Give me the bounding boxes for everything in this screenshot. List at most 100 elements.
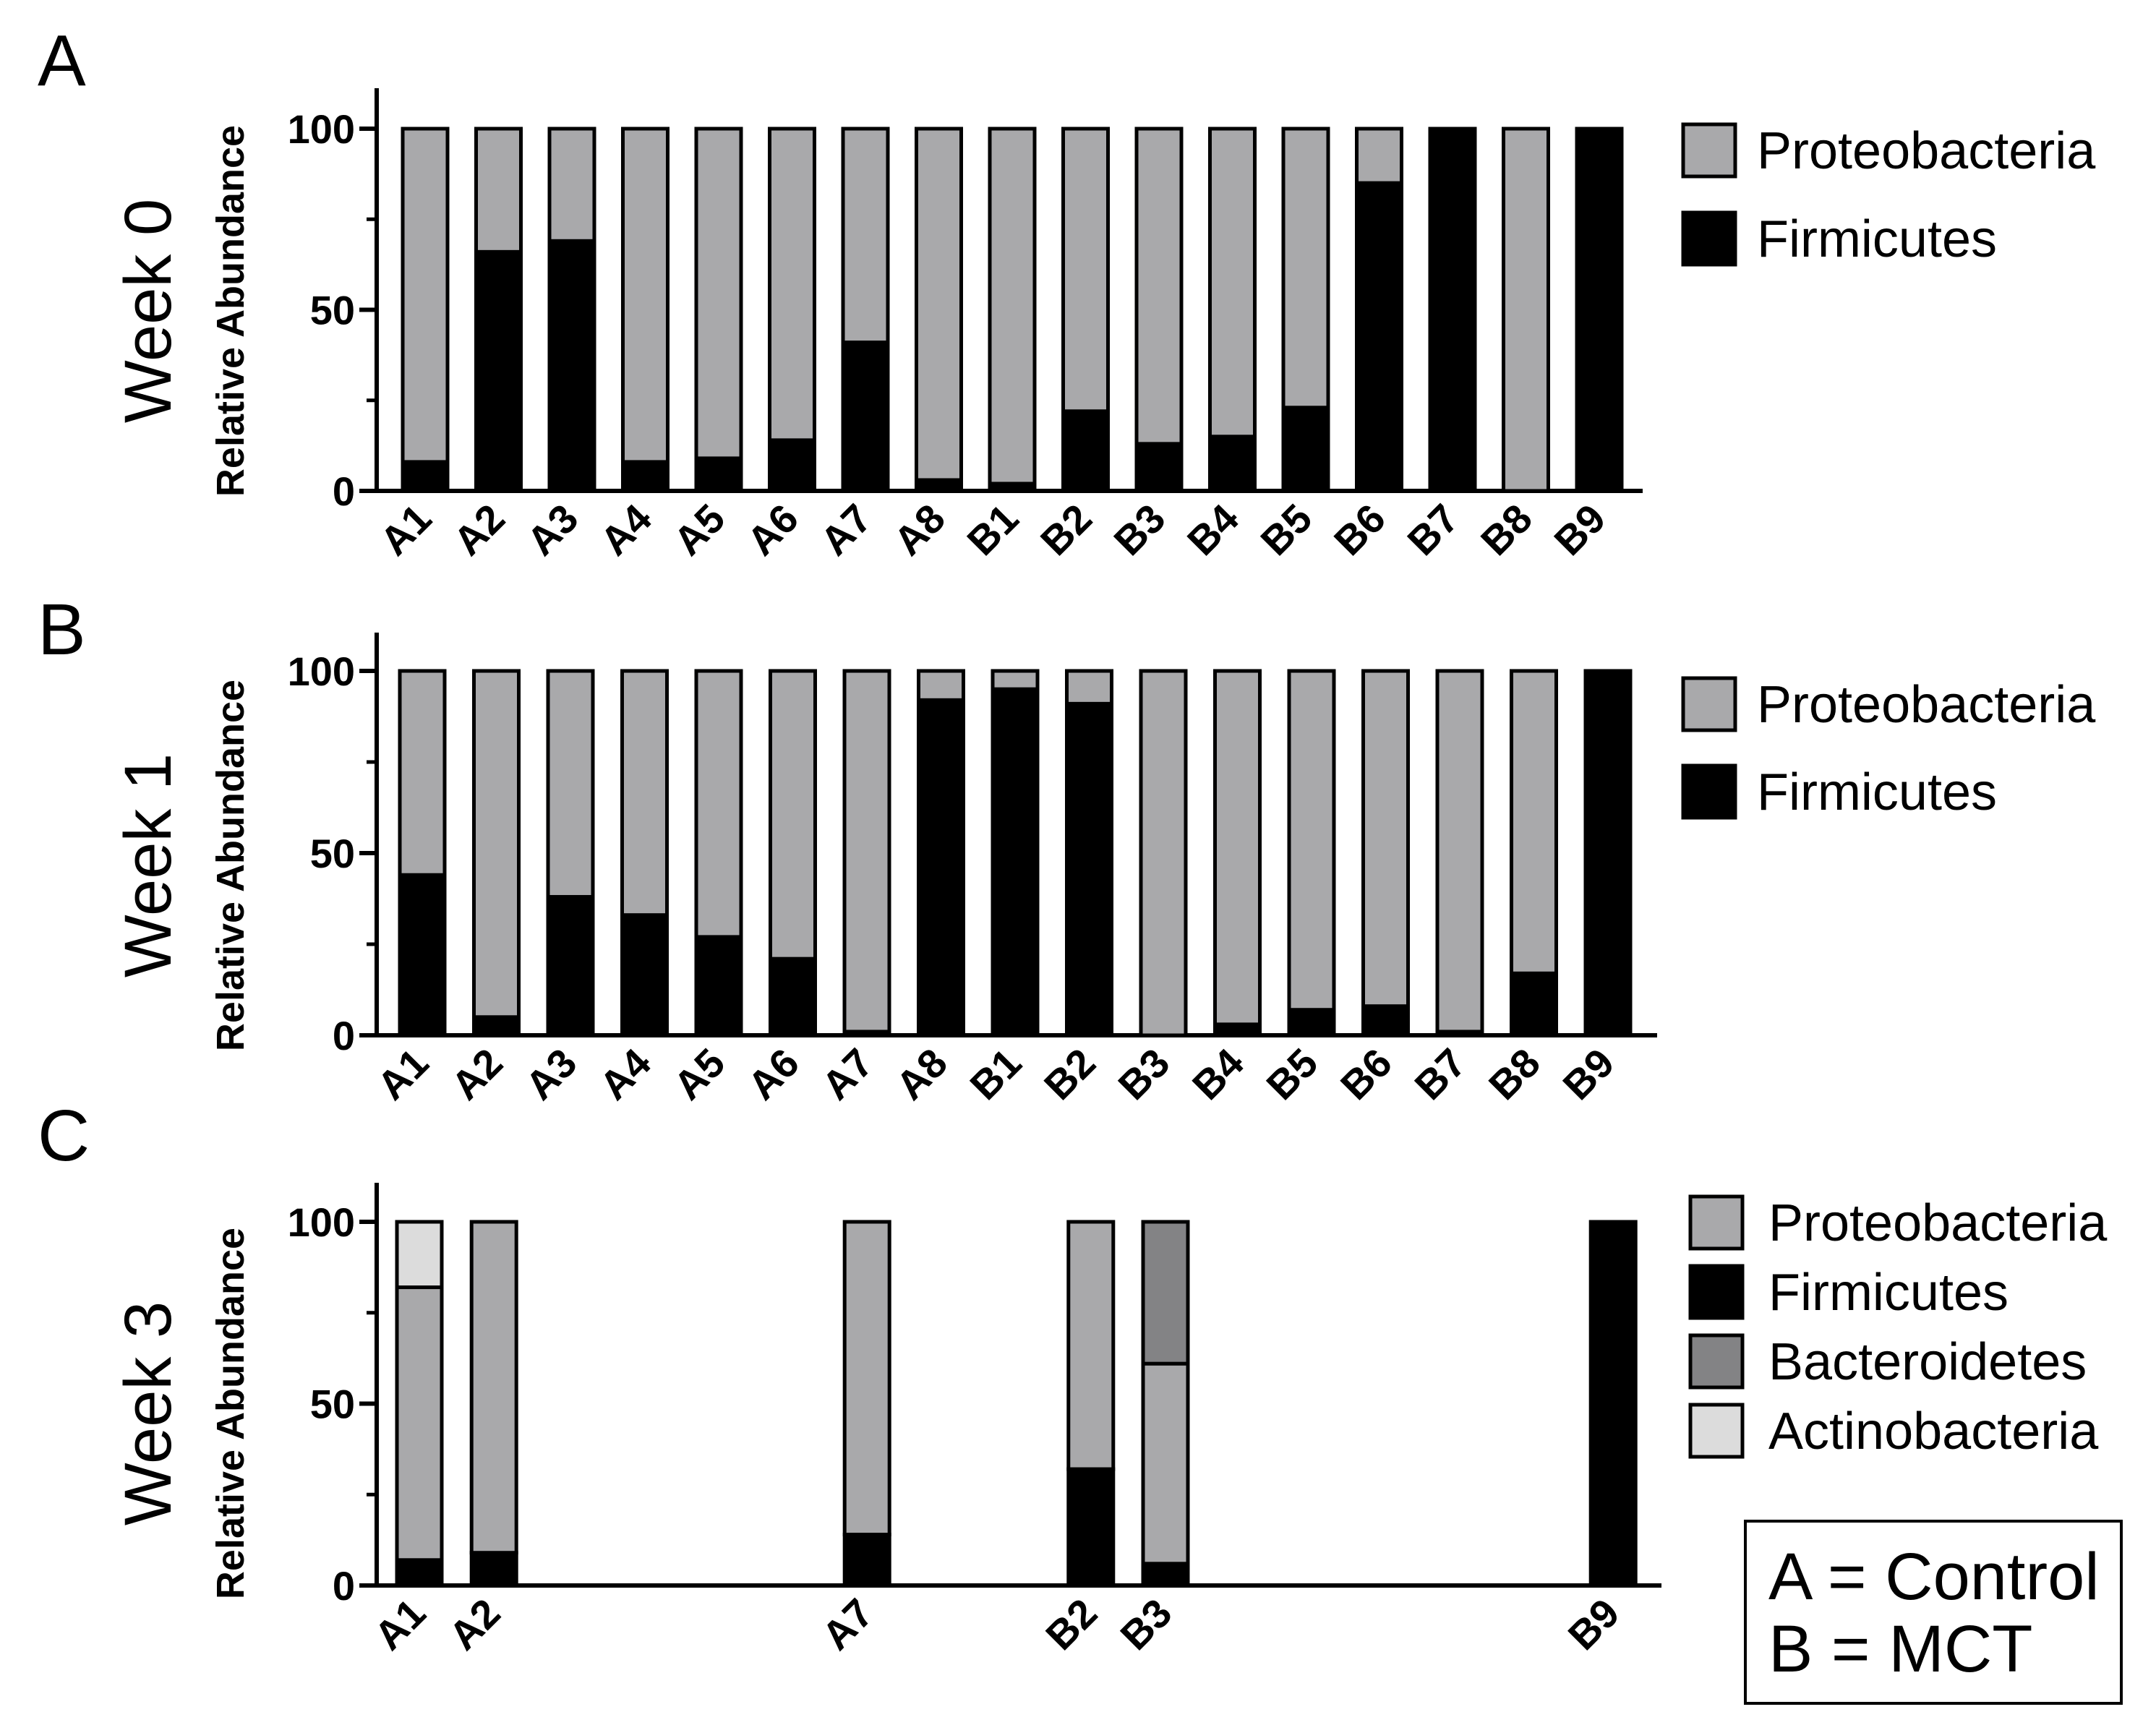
legend-label-firmicutes: Firmicutes [1768, 1264, 2009, 1322]
x-tick-label-a4: A4 [591, 495, 660, 564]
bar-b3-proteobacteria [1139, 669, 1188, 1037]
y-tick-label: 100 [288, 106, 355, 152]
bar-a1-proteobacteria [398, 669, 447, 877]
bar-a8-firmicutes [917, 698, 965, 1037]
legend-label-proteobacteria: Proteobacteria [1757, 676, 2096, 734]
bar-a4-firmicutes [620, 913, 669, 1037]
bar-b4-firmicutes [1208, 435, 1257, 493]
bar-b6-firmicutes [1355, 181, 1403, 493]
y-tick-label: 0 [333, 1013, 355, 1058]
x-tick-label-b2: B2 [1032, 495, 1100, 564]
x-tick-label-b4: B4 [1184, 1040, 1252, 1108]
legend: Proteobacteria Firmicutes [1681, 676, 2096, 821]
bar-a3-proteobacteria [547, 127, 596, 243]
bar-b3-firmicutes [1134, 442, 1184, 493]
legend-label-actinobacteria: Actinobacteria [1768, 1403, 2099, 1460]
legend-swatch-proteobacteria [1688, 1194, 1745, 1251]
bar-b5-proteobacteria [1287, 669, 1336, 1012]
bar-a1-firmicutes [398, 873, 447, 1037]
x-tick-label-b8: B8 [1472, 495, 1541, 564]
bar-a2-firmicutes [469, 1551, 518, 1588]
panel-letter: A [38, 20, 86, 101]
x-tick-label-a1: A1 [371, 495, 440, 564]
x-tick-label-a2: A2 [442, 1040, 511, 1108]
x-tick-label-a5: A5 [664, 495, 733, 564]
bar-b2-proteobacteria [1061, 127, 1110, 414]
bar-a6-proteobacteria [769, 669, 817, 961]
x-tick-label-b9: B9 [1545, 495, 1614, 564]
x-tick-label-b2: B2 [1035, 1040, 1104, 1108]
bar-b4-proteobacteria [1213, 669, 1262, 1027]
bar-b8-proteobacteria [1510, 669, 1558, 975]
group-key-frame [1744, 1520, 2123, 1705]
y-tick-label: 50 [310, 288, 355, 333]
legend-swatch-firmicutes [1681, 763, 1737, 820]
bar-b3-bacteroidetes [1141, 1220, 1190, 1366]
bar-b8-firmicutes [1510, 971, 1558, 1037]
x-tick-label-b5: B5 [1252, 495, 1320, 564]
bar-b9-firmicutes [1588, 1220, 1638, 1588]
x-tick-label-a2: A2 [440, 1590, 509, 1659]
legend-swatch-proteobacteria [1681, 122, 1737, 179]
legend-swatch-firmicutes [1681, 210, 1737, 267]
x-tick-label-b1: B1 [958, 495, 1027, 564]
bar-a3-firmicutes [546, 894, 595, 1037]
bar-b5-proteobacteria [1281, 127, 1330, 410]
bar-b3-firmicutes [1141, 1562, 1190, 1588]
legend-swatch-bacteroidetes [1688, 1333, 1745, 1390]
bar-a6-firmicutes [769, 956, 817, 1037]
bar-a3-proteobacteria [546, 669, 595, 899]
bar-b5-firmicutes [1287, 1008, 1336, 1037]
bar-b7-firmicutes [1428, 127, 1477, 493]
bar-b2-proteobacteria [1065, 669, 1113, 706]
x-tick-label-a7: A7 [813, 1590, 882, 1659]
x-tick-label-b9: B9 [1560, 1590, 1628, 1659]
legend-swatch-actinobacteria [1688, 1403, 1745, 1459]
bar-a1-firmicutes [395, 1558, 444, 1588]
bar-a7-proteobacteria [841, 127, 890, 345]
bar-a4-proteobacteria [620, 669, 669, 917]
x-tick-label-b6: B6 [1332, 1040, 1400, 1108]
x-tick-label-a3: A3 [516, 1040, 585, 1108]
legend: Proteobacteria Firmicutes Bacteroidetes Act… [1688, 1194, 2108, 1460]
bar-b1-proteobacteria [991, 669, 1040, 691]
group-key-mct: B = MCT [1768, 1612, 2032, 1686]
bar-b7-proteobacteria [1435, 669, 1484, 1034]
y-axis-label: Relative Abundance [209, 680, 252, 1051]
x-tick-label-a4: A4 [591, 1040, 659, 1108]
legend: Proteobacteria Firmicutes [1681, 122, 2096, 268]
y-axis-label: Relative Abundance [209, 125, 252, 497]
legend-label-proteobacteria: Proteobacteria [1757, 122, 2096, 180]
y-tick-label: 0 [333, 1563, 355, 1609]
bar-b6-firmicutes [1361, 1004, 1410, 1037]
legend-swatch-firmicutes [1688, 1264, 1745, 1320]
x-tick-label-b3: B3 [1111, 1590, 1180, 1659]
legend-label-proteobacteria: Proteobacteria [1768, 1194, 2108, 1252]
bar-a2-firmicutes [472, 1015, 521, 1037]
bar-b4-proteobacteria [1208, 127, 1257, 439]
panel-letter: B [38, 589, 86, 670]
bar-b8-proteobacteria [1502, 127, 1550, 493]
x-tick-label-b3: B3 [1105, 495, 1173, 564]
bar-a5-firmicutes [694, 935, 743, 1037]
bar-a1-actinobacteria [395, 1220, 444, 1290]
bar-b6-proteobacteria [1361, 669, 1410, 1009]
x-tick-label-b3: B3 [1109, 1040, 1178, 1108]
bar-b5-firmicutes [1281, 406, 1330, 493]
bar-a8-proteobacteria [917, 669, 965, 702]
bar-a5-proteobacteria [694, 669, 743, 939]
bar-a7-firmicutes [841, 341, 890, 493]
x-tick-label-b2: B2 [1037, 1590, 1105, 1659]
group-key-control: A = Control [1768, 1540, 2100, 1614]
x-tick-label-a8: A8 [887, 1040, 956, 1108]
legend-label-bacteroidetes: Bacteroidetes [1768, 1333, 2087, 1391]
bar-a7-proteobacteria [842, 1220, 891, 1537]
week-label: Week 3 [111, 1301, 185, 1525]
y-tick-label: 50 [310, 831, 355, 876]
legend-label-firmicutes: Firmicutes [1757, 763, 1997, 821]
bar-a8-proteobacteria [915, 127, 963, 482]
